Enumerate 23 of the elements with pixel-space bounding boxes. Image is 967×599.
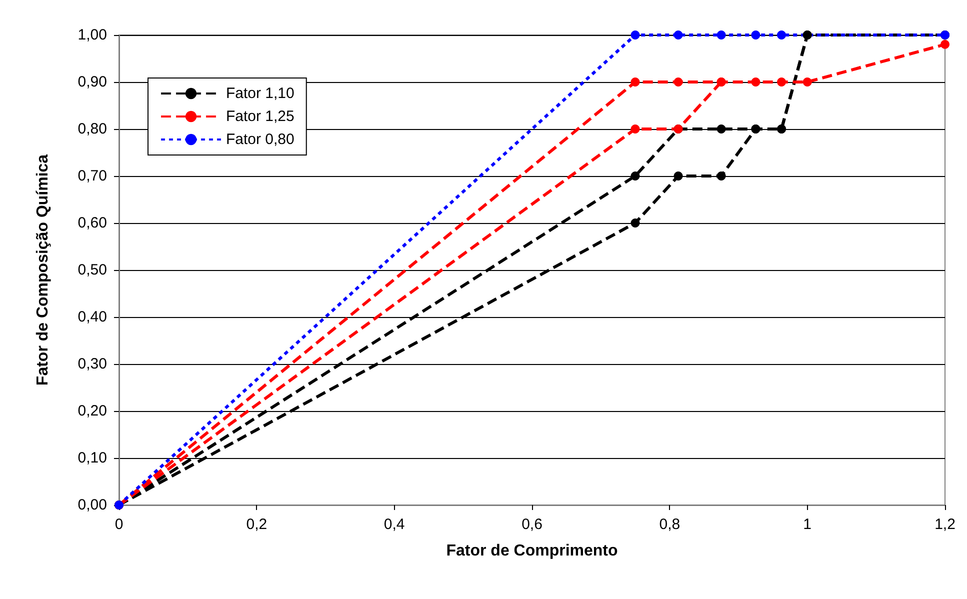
y-tick-label: 0,20 xyxy=(78,402,107,420)
y-axis-title: Fator de Composição Química xyxy=(34,154,52,386)
x-tick-label: 0,8 xyxy=(659,516,680,533)
y-tick-label: 0,80 xyxy=(78,120,107,138)
x-tick-label: 1,2 xyxy=(934,516,956,533)
x-axis-title: Fator de Comprimento xyxy=(446,542,618,560)
legend-label: Fator 1,10 xyxy=(226,85,294,102)
y-tick-label: 0,10 xyxy=(78,450,107,466)
y-tick-label: 0,60 xyxy=(78,214,107,232)
x-tick-label: 0 xyxy=(114,516,124,533)
y-tick-label: 0,90 xyxy=(78,74,107,90)
x-tick-label: 0,4 xyxy=(384,516,405,533)
legend-label: Fator 1,25 xyxy=(226,108,294,125)
x-tick-label: 0,2 xyxy=(246,516,268,533)
y-tick-label: 0,40 xyxy=(78,308,107,326)
x-tick-label: 1 xyxy=(803,516,812,533)
y-tick-label: 0,30 xyxy=(78,356,107,372)
legend-label: Fator 0,80 xyxy=(226,131,294,148)
y-tick-label: 0,00 xyxy=(78,496,107,514)
x-tick-label: 0,6 xyxy=(522,516,542,533)
y-tick-label: 1,00 xyxy=(78,26,107,44)
y-tick-label: 0,50 xyxy=(78,262,107,278)
y-tick-label: 0,70 xyxy=(78,168,107,184)
